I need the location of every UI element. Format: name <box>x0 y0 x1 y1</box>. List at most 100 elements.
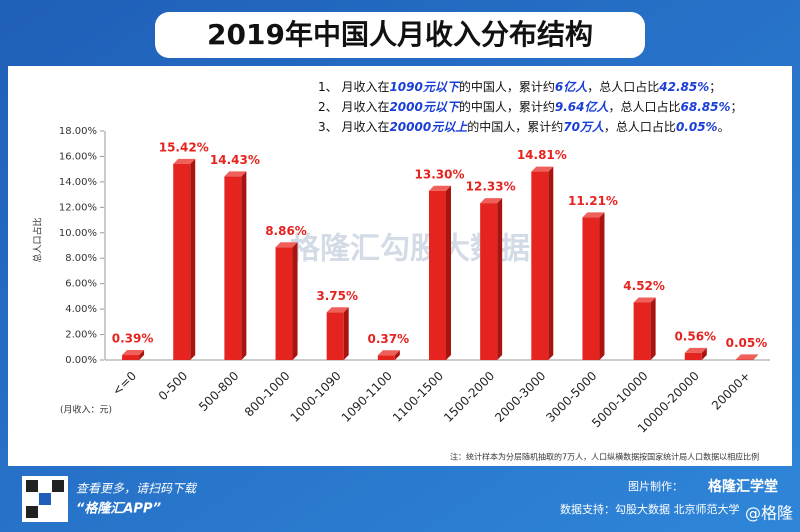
bar-side <box>190 158 196 360</box>
note-highlight: 9.64亿人 <box>555 100 610 114</box>
bar-side <box>752 354 758 360</box>
bar <box>275 247 293 360</box>
bar-top <box>633 297 656 303</box>
value-label: 0.56% <box>674 329 716 343</box>
value-label: 0.05% <box>726 336 768 350</box>
bar-top <box>224 171 247 177</box>
bar-top <box>326 307 349 313</box>
y-tick-label: 2.00% <box>65 330 97 341</box>
bar <box>582 217 600 360</box>
y-tick-label: 4.00% <box>65 304 97 315</box>
bar-top <box>275 242 298 248</box>
value-label: 3.75% <box>316 289 358 303</box>
title-box <box>155 12 645 58</box>
value-label: 14.81% <box>517 148 567 162</box>
note-highlight: 0.05% <box>676 120 718 134</box>
title: 2019年中国人月收入分布结构 <box>207 18 593 51</box>
note-highlight: 68.85% <box>681 100 731 114</box>
note-text: ； <box>709 80 721 94</box>
bar-side <box>446 185 451 360</box>
value-label: 11.21% <box>568 194 618 208</box>
value-label: 4.52% <box>623 279 665 293</box>
bar <box>735 359 753 360</box>
note-text: 的中国人，累计约 <box>467 119 563 134</box>
bar <box>173 163 191 360</box>
y-tick-label: 12.00% <box>59 202 97 213</box>
bar-top <box>684 347 707 353</box>
note-highlight: 20000元以上 <box>389 120 468 134</box>
value-label: 8.86% <box>265 224 307 238</box>
bar-side <box>292 242 298 360</box>
made-by-label: 图片制作： <box>628 480 683 493</box>
note-text: 1、 月收入在 <box>318 80 389 94</box>
bar <box>633 302 651 360</box>
bar-side <box>139 350 145 360</box>
note-highlight: 70万人 <box>563 120 605 134</box>
note-text: 的中国人，累计约 <box>459 79 555 94</box>
note-text: 3、 月收入在 <box>318 120 389 134</box>
bar-top <box>122 350 145 356</box>
note-highlight: 6亿人 <box>555 80 588 94</box>
bar-top <box>480 198 503 204</box>
note: 2、 月收入在2000元以下的中国人，累计约9.64亿人，总人口占比68.85%… <box>318 99 743 114</box>
note-text: 。 <box>718 120 730 134</box>
bar-top <box>429 185 451 191</box>
note-text: ； <box>730 100 742 114</box>
bar <box>684 352 702 360</box>
y-tick-label: 8.00% <box>65 253 97 264</box>
bar-side <box>497 198 503 360</box>
bar-side <box>241 171 247 360</box>
note-text: ，总人口占比 <box>604 119 676 134</box>
y-tick-label: 6.00% <box>65 279 97 290</box>
note-highlight: 2000元以下 <box>389 100 460 114</box>
y-tick-label: 16.00% <box>59 151 97 162</box>
note-text: ，总人口占比 <box>587 79 659 94</box>
note-text: 2、 月收入在 <box>318 100 389 114</box>
made-by: 格隆汇学堂 <box>708 478 778 495</box>
bar-top <box>531 166 554 172</box>
note-text: ，总人口占比 <box>608 99 680 114</box>
handle: @格隆 <box>745 504 793 523</box>
value-label: 15.42% <box>159 140 209 154</box>
y-tick-label: 18.00% <box>59 126 97 137</box>
bar <box>429 190 446 360</box>
bar-top <box>582 212 605 218</box>
panel <box>8 66 792 466</box>
bar-side <box>650 297 656 360</box>
bar-top <box>377 350 400 356</box>
bar-top <box>173 158 196 164</box>
bar <box>122 355 140 360</box>
bar <box>224 176 242 360</box>
y-axis-label: 总人口占比 <box>32 217 44 262</box>
value-label: 0.39% <box>112 332 154 346</box>
bar <box>480 203 498 360</box>
note-text: 的中国人，累计约 <box>459 99 555 114</box>
qr-code <box>22 476 68 522</box>
bar <box>326 312 344 360</box>
bar-side <box>599 212 605 360</box>
value-label: 14.43% <box>210 153 260 167</box>
value-label: 12.33% <box>466 180 516 194</box>
y-tick-label: 10.00% <box>59 228 97 239</box>
source: 数据支持：勾股大数据 北京师范大学 <box>560 502 740 516</box>
bar-top <box>735 354 758 360</box>
note: 3、 月收入在20000元以上的中国人，累计约70万人，总人口占比0.05%。 <box>318 119 730 134</box>
app-name: “格隆汇APP” <box>76 501 161 517</box>
watermark: 格隆汇 <box>290 232 380 267</box>
note-highlight: 1090元以下 <box>389 80 460 94</box>
bar <box>377 355 395 360</box>
bar <box>531 171 549 360</box>
note: 1、 月收入在1090元以下的中国人，累计约6亿人，总人口占比42.85%； <box>318 79 721 94</box>
y-tick-label: 0.00% <box>65 355 97 366</box>
x-axis-label: (月收入：元) <box>60 404 112 416</box>
watermark: 勾股大数据 <box>380 232 530 267</box>
value-label: 13.30% <box>415 167 465 181</box>
bar-side <box>701 347 707 360</box>
y-tick-label: 14.00% <box>59 177 97 188</box>
footnote: 注：统计样本为分层随机抽取的7万人，人口纵横数据按国家统计局人口数据以相应比例 <box>450 452 759 462</box>
scan-text: 查看更多，请扫码下载 <box>76 482 198 496</box>
bar-side <box>343 307 349 360</box>
bar-side <box>548 166 554 360</box>
value-label: 0.37% <box>368 332 410 346</box>
note-highlight: 42.85% <box>658 80 709 94</box>
